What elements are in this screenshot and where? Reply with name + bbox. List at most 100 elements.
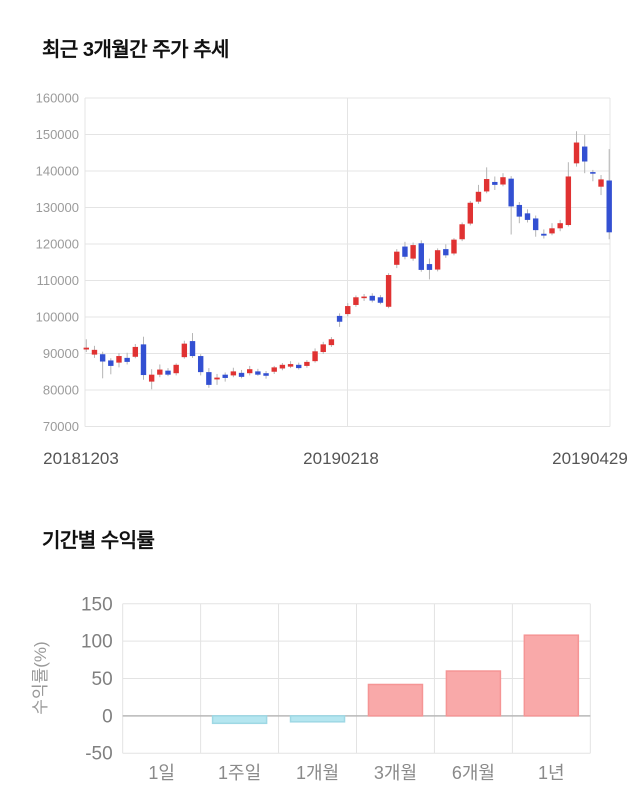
candle-body-down xyxy=(606,180,612,233)
candle-body-up xyxy=(214,377,220,380)
candle xyxy=(206,368,212,388)
y-axis-tick-label: 150 xyxy=(81,594,113,615)
candle-body-up xyxy=(598,179,604,187)
bar-negative xyxy=(289,715,346,723)
candle-body-down xyxy=(590,172,596,174)
candle-body-up xyxy=(345,306,351,315)
candle xyxy=(516,202,523,224)
candle xyxy=(598,175,604,196)
candle xyxy=(590,169,596,182)
candle-body-up xyxy=(385,275,392,307)
candle xyxy=(247,365,253,376)
candle-body-down xyxy=(140,344,147,376)
bar-positive xyxy=(523,634,580,717)
bar-positive xyxy=(445,670,502,717)
candle-body-up xyxy=(91,349,98,355)
candle xyxy=(287,361,294,369)
x-axis-date-label: 20181203 xyxy=(43,449,119,468)
candle xyxy=(263,371,269,379)
candle-body-up xyxy=(451,239,457,254)
candle-body-down xyxy=(263,373,269,376)
candle-body-up xyxy=(361,296,367,299)
candle xyxy=(361,294,367,301)
candle xyxy=(369,293,375,303)
candle xyxy=(573,131,580,167)
candle-body-down xyxy=(369,295,375,301)
candle-body-down xyxy=(377,297,384,303)
candle-body-down xyxy=(418,243,424,270)
candle xyxy=(500,173,506,187)
candle-body-down xyxy=(189,341,196,357)
candle xyxy=(312,348,318,363)
candle-body-down xyxy=(443,249,449,256)
candle-body-down xyxy=(516,204,523,217)
candle-body-up xyxy=(287,364,294,367)
candle-body-down xyxy=(426,264,433,270)
y-axis-tick-label: -50 xyxy=(85,744,112,765)
candle-body-up xyxy=(394,251,400,265)
candle xyxy=(197,354,204,376)
x-axis-category-label: 1개월 xyxy=(296,763,339,783)
candle xyxy=(99,351,106,379)
candle xyxy=(475,184,482,204)
y-axis-tick-label: 110000 xyxy=(37,273,79,288)
candle-body-up xyxy=(475,191,482,202)
candle xyxy=(483,167,490,194)
candle-body-up xyxy=(459,224,465,240)
candle xyxy=(541,229,547,239)
candle-body-up xyxy=(328,339,335,346)
candle xyxy=(434,248,441,272)
x-axis-category-label: 1주일 xyxy=(218,763,261,783)
candle-body-down xyxy=(581,146,588,162)
y-axis-tick-label: 50 xyxy=(92,669,113,690)
candle-body-up xyxy=(116,356,122,363)
candle-body-up xyxy=(132,346,139,357)
candle-body-up xyxy=(573,142,580,164)
candle xyxy=(443,244,449,258)
candle-body-down xyxy=(206,372,212,385)
x-axis-category-label: 1년 xyxy=(538,763,565,783)
candle-body-up xyxy=(434,250,441,270)
candle xyxy=(165,368,171,377)
x-axis-category-label: 1일 xyxy=(148,763,175,783)
candle xyxy=(108,358,114,375)
candle-body-down xyxy=(541,233,547,236)
candle-body-down xyxy=(99,354,106,362)
candle xyxy=(353,295,359,307)
candle xyxy=(189,333,196,358)
candle-body-up xyxy=(557,223,563,229)
candle-body-down xyxy=(336,315,343,322)
candle-body-up xyxy=(353,297,359,305)
candle-body-up xyxy=(483,179,490,192)
candle-body-down xyxy=(238,372,245,377)
candle xyxy=(328,337,335,347)
candle xyxy=(230,367,237,378)
candle xyxy=(296,362,302,370)
candle xyxy=(402,241,408,260)
candle-body-up xyxy=(247,369,253,374)
candle-body-up xyxy=(467,202,474,224)
candle-body-down xyxy=(532,218,539,231)
candle xyxy=(557,219,563,232)
returns-bar-chart: 150 100 50 0 -50 1일 1주일 1개월 3개월 6개월 1년 수익률(%) xyxy=(31,594,591,783)
candle-body-down xyxy=(296,364,302,369)
y-axis-tick-label: 80000 xyxy=(43,383,79,398)
price-trend-title: 최근 3개월간 주가 추세 xyxy=(42,39,229,61)
y-axis-title: 수익률(%) xyxy=(31,641,50,714)
y-axis-tick-label: 0 xyxy=(102,706,113,727)
candle-body-down xyxy=(222,374,228,378)
x-axis-category-label: 3개월 xyxy=(374,763,417,783)
candle xyxy=(304,360,310,368)
candle xyxy=(238,369,245,379)
candle xyxy=(410,242,416,261)
candle xyxy=(222,372,228,382)
candle xyxy=(255,368,261,376)
candlestick-chart: 160000 150000 140000 130000 120000 110000 1000… xyxy=(36,91,628,469)
candle xyxy=(565,162,572,227)
candle xyxy=(394,249,400,269)
candle-body-up xyxy=(312,351,318,362)
candle xyxy=(271,365,277,374)
candle-body-down xyxy=(492,181,498,185)
